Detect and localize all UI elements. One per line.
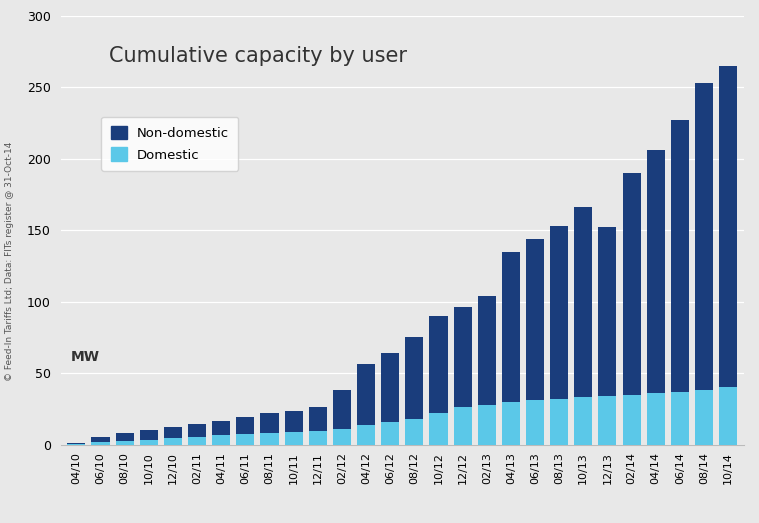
- Bar: [188, 437, 206, 445]
- Bar: [647, 393, 665, 445]
- Bar: [140, 429, 158, 439]
- Bar: [213, 435, 230, 445]
- Bar: [575, 397, 592, 445]
- Bar: [115, 441, 134, 445]
- Bar: [236, 434, 254, 445]
- Bar: [260, 413, 279, 433]
- Bar: [405, 337, 424, 419]
- Bar: [357, 425, 375, 445]
- Bar: [309, 431, 327, 445]
- Bar: [381, 422, 399, 445]
- Text: © Feed-In Tariffs Ltd; Data: FITs register @ 31-Oct-14: © Feed-In Tariffs Ltd; Data: FITs regist…: [5, 142, 14, 381]
- Bar: [622, 173, 641, 394]
- Bar: [502, 402, 520, 445]
- Bar: [115, 433, 134, 441]
- Bar: [285, 433, 303, 445]
- Bar: [671, 392, 689, 445]
- Bar: [188, 424, 206, 437]
- Bar: [575, 207, 592, 397]
- Bar: [285, 411, 303, 433]
- Bar: [357, 365, 375, 425]
- Bar: [430, 413, 448, 445]
- Bar: [598, 228, 616, 396]
- Bar: [454, 308, 471, 407]
- Bar: [333, 390, 351, 429]
- Bar: [430, 316, 448, 413]
- Bar: [622, 394, 641, 445]
- Bar: [454, 407, 471, 445]
- Bar: [719, 388, 737, 445]
- Bar: [92, 442, 109, 445]
- Bar: [526, 238, 544, 400]
- Bar: [526, 400, 544, 445]
- Bar: [477, 296, 496, 404]
- Bar: [405, 419, 424, 445]
- Bar: [333, 429, 351, 445]
- Bar: [671, 120, 689, 392]
- Bar: [695, 390, 713, 445]
- Bar: [164, 427, 182, 438]
- Bar: [550, 399, 568, 445]
- Bar: [213, 421, 230, 435]
- Bar: [647, 150, 665, 393]
- Bar: [550, 226, 568, 399]
- Bar: [236, 417, 254, 434]
- Bar: [92, 437, 109, 442]
- Legend: Non-domestic, Domestic: Non-domestic, Domestic: [102, 117, 238, 171]
- Bar: [140, 439, 158, 445]
- Text: Cumulative capacity by user: Cumulative capacity by user: [109, 46, 407, 66]
- Bar: [719, 66, 737, 388]
- Text: MW: MW: [71, 350, 100, 364]
- Bar: [309, 407, 327, 431]
- Bar: [502, 252, 520, 402]
- Bar: [164, 438, 182, 445]
- Bar: [695, 83, 713, 390]
- Bar: [260, 433, 279, 445]
- Bar: [598, 396, 616, 445]
- Bar: [381, 353, 399, 422]
- Bar: [477, 404, 496, 445]
